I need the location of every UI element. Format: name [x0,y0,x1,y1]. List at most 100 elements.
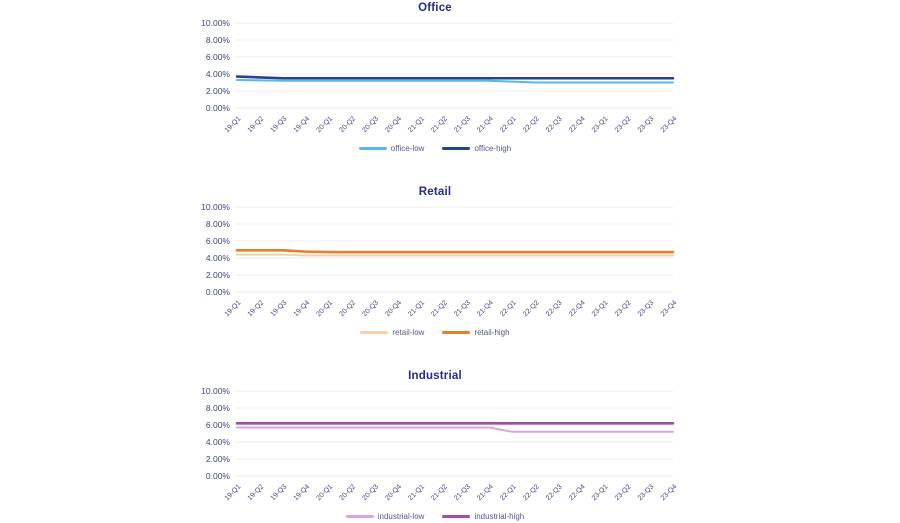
x-axis-tick-label: 23-Q2 [614,483,633,502]
x-axis-tick-label: 21-Q2 [430,483,449,502]
x-axis-tick-label: 20-Q3 [361,115,380,134]
x-axis-tick-label: 21-Q3 [453,299,472,318]
x-axis-tick-label: 22-Q4 [568,299,587,318]
y-axis-tick-label: 2.00% [206,86,231,96]
y-axis-tick-label: 6.00% [206,236,231,246]
office-chart-title: Office [418,2,452,14]
y-axis-tick-label: 0.00% [206,471,231,481]
x-axis-tick-label: 21-Q3 [453,483,472,502]
legend-label: office-high [474,143,512,153]
x-axis-tick-label: 23-Q2 [614,115,633,134]
x-axis-tick-label: 22-Q2 [522,115,541,134]
legend-swatch-office-high [442,146,471,150]
x-axis-tick-label: 19-Q4 [293,483,312,502]
legend-label: industrial-low [377,511,425,521]
y-axis-tick-label: 4.00% [206,437,231,447]
y-axis-tick-label: 10.00% [201,202,230,212]
x-axis-tick-label: 20-Q3 [361,483,380,502]
x-axis-tick-label: 19-Q2 [247,483,266,502]
x-axis-tick-label: 20-Q4 [384,483,403,502]
y-axis-tick-label: 6.00% [206,52,231,62]
x-axis-tick-label: 23-Q4 [660,115,679,134]
x-axis-tick-label: 22-Q2 [522,483,541,502]
series-line-industrial-low [236,426,674,433]
x-axis-tick-label: 23-Q4 [660,483,679,502]
x-axis-tick-label: 21-Q2 [430,115,449,134]
legend-item-office-high[interactable]: office-high [442,144,511,153]
y-axis-tick-label: 2.00% [206,454,231,464]
industrial-plot: 10.00% 8.00% 6.00% 4.00% 2.00% 0.00% 19-Q1 19-Q… [185,385,685,509]
y-axis-tick-label: 2.00% [206,270,231,280]
series-line-retail-high [235,249,675,254]
x-axis-tick-label: 19-Q2 [247,115,266,134]
x-axis-tick-label: 23-Q1 [591,115,610,134]
x-axis-tick-label: 21-Q4 [476,483,495,502]
retail-chart-title: Retail [418,186,452,198]
y-axis-tick-label: 8.00% [206,403,231,413]
x-axis-tick-label: 23-Q4 [660,299,679,318]
retail-chart-section: Retail 10.00% 8.00% 6.00% 4.00% 2.00% 0.00% 19… [185,185,685,339]
office-plot: 10.00% 8.00% 6.00% 4.00% 2.00% 0.00% 19-Q1 19-Q… [185,17,685,141]
legend-label: industrial-high [474,511,525,521]
x-axis-tick-label: 23-Q1 [591,299,610,318]
x-axis-tick-label: 20-Q1 [315,299,334,318]
x-axis-tick-label: 21-Q1 [407,299,426,318]
y-axis-tick-label: 6.00% [206,420,231,430]
legend-item-industrial-low[interactable]: industrial-low [345,511,425,521]
x-axis-tick-label: 22-Q4 [568,115,587,134]
industrial-chart-section: Industrial 10.00% 8.00% 6.00% 4.00% 2.00% 0.0… [185,369,685,523]
x-axis-tick-label: 20-Q1 [315,483,334,502]
legend-item-office-low[interactable]: office-low [358,143,425,153]
x-axis-tick-label: 22-Q1 [499,483,518,502]
legend-label: office-low [390,143,425,153]
industrial-chart-title: Industrial [408,370,462,382]
retail-plot-svg: 10.00%8.00%6.00%4.00%2.00%0.00%19-Q1 19-Q… [201,202,679,318]
x-axis-tick-label: 23-Q1 [591,483,610,502]
x-axis-tick-label: 20-Q1 [315,115,334,134]
x-axis-tick-label: 21-Q2 [430,299,449,318]
x-axis-tick-label: 22-Q1 [499,299,518,318]
y-axis-tick-label: 0.00% [206,287,231,297]
legend-label: retail-low [392,327,425,337]
legend-swatch-industrial-high [442,514,471,518]
y-axis-tick-label: 0.00% [206,103,231,113]
legend-label: retail-high [474,327,510,337]
x-axis-tick-label: 20-Q3 [361,299,380,318]
x-axis-tick-label: 23-Q2 [614,299,633,318]
x-axis-tick-label: 19-Q3 [270,115,289,134]
industrial-plot-svg: 10.00%8.00%6.00%4.00%2.00%0.00%19-Q1 19-Q… [201,386,679,502]
series-line-retail-low [236,253,674,257]
x-axis-tick-label: 22-Q3 [545,483,564,502]
y-axis-tick-label: 10.00% [201,386,230,396]
office-plot-svg: 10.00%8.00%6.00%4.00%2.00%0.00%19-Q1 19-Q… [201,18,679,134]
x-axis-tick-label: 19-Q4 [293,299,312,318]
legend-item-retail-high[interactable]: retail-high [442,327,510,337]
x-axis-tick-label: 23-Q3 [637,299,656,318]
industrial-legend: industrial-low industrial-high [185,509,685,523]
retail-plot: 10.00% 8.00% 6.00% 4.00% 2.00% 0.00% 19-Q1 19-Q… [185,201,685,325]
x-axis-tick-label: 20-Q2 [338,483,357,502]
x-axis-tick-label: 19-Q4 [293,115,312,134]
x-axis-tick-label: 20-Q2 [338,115,357,134]
x-axis-tick-label: 21-Q4 [476,115,495,134]
y-axis-tick-label: 4.00% [206,69,231,79]
x-axis-tick-label: 21-Q4 [476,299,495,318]
x-axis-tick-label: 21-Q1 [407,483,426,502]
office-legend: office-low office-high [185,141,685,155]
legend-item-retail-low[interactable]: retail-low [360,328,424,337]
series-line-office-low [236,78,674,84]
x-axis-tick-label: 22-Q3 [545,299,564,318]
x-axis-tick-label: 19-Q3 [270,299,289,318]
retail-legend: retail-low retail-high [185,325,685,339]
x-axis-tick-label: 21-Q3 [453,115,472,134]
x-axis-tick-label: 20-Q2 [338,299,357,318]
x-axis-tick-label: 22-Q1 [499,115,518,134]
x-axis-tick-label: 19-Q1 [224,299,243,318]
x-axis-tick-label: 21-Q1 [407,115,426,134]
x-axis-tick-label: 20-Q4 [384,299,403,318]
x-axis-tick-label: 22-Q2 [522,299,541,318]
legend-item-industrial-high[interactable]: industrial-high [442,512,524,521]
x-axis-tick-label: 19-Q1 [224,483,243,502]
office-chart-section: Office 10.00% 8.00% 6.00% 4.00% 2.00% 0.00% 19… [185,1,685,155]
x-axis-tick-label: 19-Q3 [270,483,289,502]
